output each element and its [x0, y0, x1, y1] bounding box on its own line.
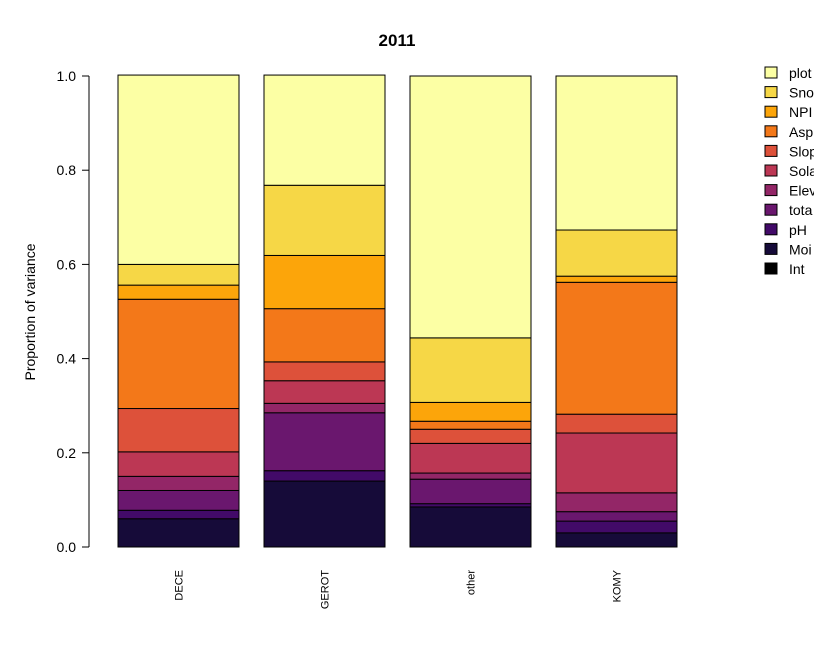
bar-segment-sola-dece — [117, 451, 240, 477]
legend-label-slop: Slop — [789, 143, 814, 159]
bar-segment-ph-komy — [555, 520, 678, 534]
legend-label-asp: Asp — [789, 124, 813, 140]
bar-segment-sola-gerot — [263, 380, 386, 404]
y-tick-label: 0.6 — [57, 256, 77, 272]
y-tick-label: 0.4 — [57, 351, 77, 367]
bar-segment-tota-gerot — [263, 412, 386, 472]
bar-segment-sno-other — [409, 337, 532, 403]
bar-segment-sno-gerot — [263, 184, 386, 256]
legend-swatch-elev — [764, 184, 778, 197]
bar-segment-elev-other — [409, 472, 532, 480]
category-label-komy: KOMY — [612, 569, 624, 602]
bar-segment-elev-dece — [117, 475, 240, 491]
bar-segment-asp-dece — [117, 298, 240, 410]
legend-swatch-tota — [764, 203, 778, 216]
legend-swatch-sola — [764, 164, 778, 177]
bar-segment-asp-other — [409, 420, 532, 430]
bar-segment-asp-komy — [555, 281, 678, 415]
bar-segment-npi-other — [409, 401, 532, 422]
category-label-other: other — [466, 570, 478, 595]
legend-swatch-ph — [764, 223, 778, 236]
legend-label-sno: Sno — [789, 85, 814, 101]
legend-swatch-int — [764, 262, 778, 275]
bar-segment-npi-dece — [117, 284, 240, 300]
y-tick-label: 1.0 — [57, 68, 77, 84]
y-axis-label: Proportion of variance — [22, 243, 38, 380]
legend-swatch-npi — [764, 105, 778, 118]
bar-segment-sola-other — [409, 442, 532, 474]
legend-swatch-slop — [764, 144, 778, 157]
legend-swatch-plot — [764, 66, 778, 79]
bar-segment-slop-dece — [117, 408, 240, 453]
category-labels: DECE GEROT other KOMY — [174, 569, 624, 609]
bar-segment-npi-komy — [555, 275, 678, 283]
bar-segment-moi-dece — [117, 518, 240, 548]
bar-segment-plot-gerot — [263, 74, 386, 186]
bar-segment-moi-gerot — [263, 480, 386, 548]
bar-segment-npi-gerot — [263, 254, 386, 310]
legend-swatch-moi — [764, 242, 778, 255]
bar-segment-slop-komy — [555, 413, 678, 434]
legend-swatch-asp — [764, 125, 778, 138]
bar-segment-sola-komy — [555, 432, 678, 494]
bar-segment-elev-gerot — [263, 402, 386, 414]
bar-segment-ph-dece — [117, 509, 240, 520]
bar-segment-slop-other — [409, 428, 532, 444]
legend-swatch-sno — [764, 86, 778, 99]
legend-label-plot: plot — [789, 65, 812, 81]
legend-label-elev: Elev — [789, 183, 814, 199]
bar-segment-plot-other — [409, 75, 532, 339]
bar-segment-sno-dece — [117, 263, 240, 286]
category-label-gerot: GEROT — [320, 570, 332, 609]
bar-segment-slop-gerot — [263, 361, 386, 382]
y-tick-label: 0.0 — [57, 539, 77, 555]
legend-label-moi: Moi — [789, 241, 812, 257]
bar-segment-tota-komy — [555, 511, 678, 522]
bar-segment-moi-other — [409, 506, 532, 548]
bar-segment-plot-komy — [555, 75, 678, 231]
category-label-dece: DECE — [174, 570, 186, 601]
bar-segment-ph-gerot — [263, 470, 386, 482]
legend-label-ph: pH — [789, 222, 807, 238]
legend-label-int: Int — [789, 261, 805, 277]
legend-label-npi: NPI — [789, 104, 812, 120]
y-tick-label: 0.2 — [57, 445, 77, 461]
legend: plot Sno NPI Asp Slop Sola Elev tota pH Moi Int — [764, 65, 814, 277]
bar-segment-elev-komy — [555, 492, 678, 513]
legend-label-tota: tota — [789, 202, 813, 218]
bar-segment-asp-gerot — [263, 308, 386, 363]
bar-segment-plot-dece — [117, 74, 240, 265]
bar-segment-tota-other — [409, 478, 532, 505]
legend-label-sola: Sola — [789, 163, 814, 179]
y-tick-label: 0.8 — [57, 162, 77, 178]
chart-title: 2011 — [379, 31, 416, 50]
bar-segment-sno-komy — [555, 229, 678, 277]
bar-segment-moi-komy — [555, 532, 678, 548]
bar-segment-tota-dece — [117, 489, 240, 511]
bars-group — [117, 74, 678, 548]
y-axis: 0.0 0.2 0.4 0.6 0.8 1.0 — [57, 68, 90, 555]
